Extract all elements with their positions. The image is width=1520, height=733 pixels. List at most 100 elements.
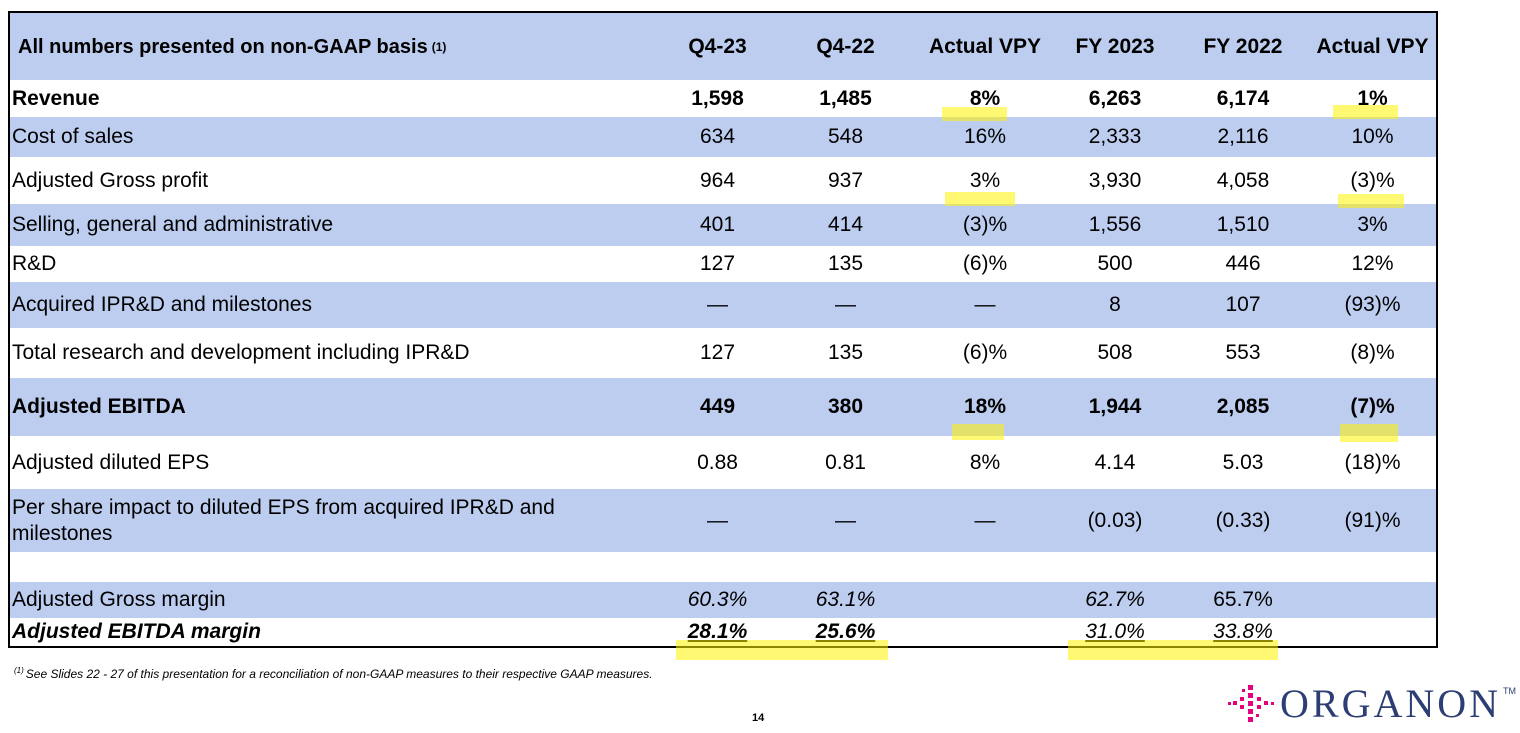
cell-fy-2023: 1,944 [1088,395,1142,418]
cell-fy-2022: 65.7% [1213,588,1273,611]
table-header-row: All numbers presented on non-GAAP basis(… [10,13,1436,80]
cell-q4-23: 60.3% [687,588,748,611]
header-label-cell: All numbers presented on non-GAAP basis(… [10,13,678,80]
cell-q4-22: 135 [827,252,864,275]
cell-fy-2022: 2,116 [1217,125,1269,148]
cell-q4-23: 1,598 [691,86,744,110]
cell-actual-vpy-quarter: (6)% [962,252,1008,275]
cell-fy-2022: 33.8% [1213,620,1273,643]
cell-actual-vpy-quarter: (6)% [962,341,1008,364]
row-label: Per share impact to diluted EPS from acq… [12,495,555,545]
highlight-mark [1068,640,1278,660]
footnote-ref: (1) [14,666,24,675]
cell-fy-2022: 553 [1225,341,1261,364]
cell-fy-2023: 1,556 [1088,213,1142,236]
cell-fy-2023: 8 [1109,293,1121,316]
row-label: Adjusted EBITDA margin [12,620,261,643]
row-label: Adjusted diluted EPS [12,450,210,474]
header-col-q4-23: Q4-23 [688,34,747,58]
row-label: Cost of sales [12,125,134,148]
cell-fy-2023: 2,333 [1088,125,1142,148]
cell-actual-vpy-year: 10% [1351,125,1394,148]
cell-q4-23: 449 [699,395,736,418]
cell-q4-23: 127 [699,252,736,275]
table-row-adjusted-diluted-eps: Adjusted diluted EPS 0.88 0.81 8% 4.14 5… [10,436,1436,489]
cell-actual-vpy-year: (18)% [1344,450,1401,474]
cell-fy-2022: 1,510 [1216,213,1270,236]
trademark-symbol: TM [1503,686,1516,696]
page-number: 14 [752,712,765,724]
cell-actual-vpy-quarter: 18% [963,395,1007,418]
header-col-fy-2022: FY 2022 [1203,34,1283,58]
cell-q4-22: 63.1% [815,588,876,611]
cell-actual-vpy-year: 3% [1357,213,1388,236]
header-label: All numbers presented on non-GAAP basis [18,35,428,58]
cell-actual-vpy-year: (93)% [1344,293,1401,316]
organon-logo-icon [1228,685,1274,722]
table-row-revenue: Revenue 1,598 1,485 8% 6,263 6,174 1% [10,80,1436,117]
cell-actual-vpy-quarter: 8% [969,86,1001,110]
cell-actual-vpy-year [1305,582,1440,618]
table-spacer-row [10,552,1436,582]
table-row-cost-of-sales: Cost of sales 634 548 16% 2,333 2,116 10… [10,117,1436,157]
cell-fy-2022: 107 [1225,293,1261,316]
header-footnote-ref: (1) [431,39,447,54]
highlight-mark [1333,105,1398,119]
row-label: Total research and development including… [12,341,470,364]
cell-q4-22: — [835,293,856,316]
cell-q4-22: 25.6% [815,620,876,643]
footnote-text: See Slides 22 - 27 of this presentation … [25,667,653,681]
header-col-q4-22: Q4-22 [816,34,875,58]
cell-fy-2023: 62.7% [1085,588,1145,611]
organon-logo: ORGANON TM [1228,684,1516,724]
cell-q4-23: 964 [699,168,736,192]
row-label: Adjusted Gross profit [12,168,209,192]
row-label: Adjusted EBITDA [12,395,186,418]
table-row-acquired-iprd: Acquired IPR&D and milestones — — — 8 10… [10,282,1436,328]
row-label: Revenue [12,86,100,110]
cell-q4-23: 401 [699,213,736,236]
cell-q4-22: — [835,508,856,532]
table-row-total-rnd: Total research and development including… [10,328,1436,378]
cell-fy-2022: 446 [1225,252,1261,275]
row-label: Acquired IPR&D and milestones [12,293,312,316]
cell-actual-vpy-year: (91)% [1344,508,1401,532]
cell-actual-vpy-quarter [910,618,1060,646]
cell-q4-22: 414 [827,213,864,236]
cell-fy-2022: 6,174 [1216,86,1270,110]
cell-fy-2023: 31.0% [1085,620,1145,643]
cell-actual-vpy-year: (3)% [1350,168,1395,192]
row-label: Selling, general and administrative [12,213,334,236]
cell-q4-22: 548 [827,125,864,148]
cell-fy-2023: 508 [1097,341,1133,364]
footnote: (1) See Slides 22 - 27 of this presentati… [14,666,653,681]
cell-actual-vpy-year: 12% [1351,252,1394,275]
cell-actual-vpy-quarter: — [974,508,996,532]
cell-q4-23: — [707,293,728,316]
cell-fy-2022: (0.33) [1215,508,1271,532]
cell-q4-23: 28.1% [687,620,748,643]
table-row-sga: Selling, general and administrative 401 … [10,204,1436,246]
table-row-adjusted-gross-profit: Adjusted Gross profit 964 937 3% 3,930 4… [10,157,1436,204]
cell-q4-22: 380 [827,395,864,418]
cell-actual-vpy-year: (8)% [1350,341,1395,364]
highlight-mark [676,640,888,660]
cell-q4-23: — [707,508,728,532]
organon-logo-text: ORGANON [1280,681,1501,726]
highlight-mark [952,424,1004,440]
cell-fy-2022: 2,085 [1216,395,1270,418]
row-label: Adjusted Gross margin [12,588,226,611]
cell-actual-vpy-year [1305,618,1440,646]
cell-fy-2023: 500 [1097,252,1133,275]
table-row-adjusted-ebitda-margin: Adjusted EBITDA margin 28.1% 25.6% 31.0%… [10,618,1436,646]
cell-q4-23: 634 [699,125,736,148]
header-col-actual-vpy-year: Actual VPY [1316,34,1429,58]
table-row-per-share-impact: Per share impact to diluted EPS from acq… [10,489,1436,552]
financial-table: All numbers presented on non-GAAP basis(… [8,11,1438,648]
cell-q4-23: 0.88 [697,450,738,474]
cell-actual-vpy-quarter: 3% [969,168,1001,192]
highlight-mark [1338,194,1404,208]
cell-fy-2022: 5.03 [1222,450,1264,474]
row-label: R&D [12,252,57,275]
cell-actual-vpy-quarter: 16% [963,125,1007,148]
